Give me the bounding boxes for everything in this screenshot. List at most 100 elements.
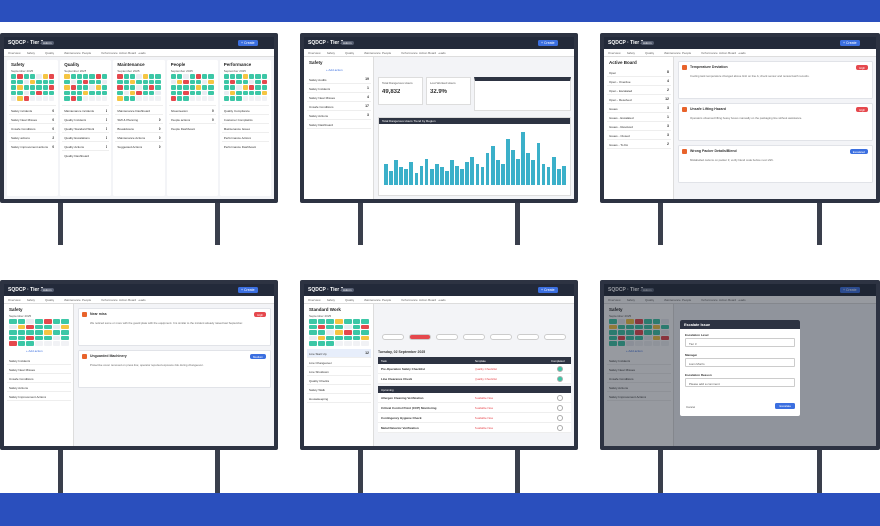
nav-tab[interactable]: Performance bbox=[700, 298, 718, 302]
sidebar-item[interactable]: Unsafe Conditions 17 bbox=[307, 102, 371, 111]
field-input[interactable]: Liam Morris bbox=[685, 358, 795, 367]
escalate-button[interactable]: Escalate bbox=[775, 403, 795, 409]
nav-tab[interactable]: Leads bbox=[437, 51, 446, 55]
create-button[interactable]: + Create bbox=[538, 287, 558, 293]
nav-tab[interactable]: Maintenance bbox=[63, 298, 81, 302]
nav-tab[interactable]: Action Board bbox=[719, 298, 737, 302]
sidebar-item[interactable]: Safety Improvement Actions bbox=[7, 392, 71, 401]
nav-tab[interactable]: Leads bbox=[437, 298, 446, 302]
list-item[interactable]: Suggested Actions 0 bbox=[115, 141, 163, 150]
completion-toggle[interactable] bbox=[557, 366, 563, 372]
sidebar-item[interactable]: Safety Dashboard bbox=[307, 120, 371, 129]
nav-tab[interactable]: Safety bbox=[26, 298, 36, 302]
list-item[interactable]: Safety incidents 0 bbox=[9, 105, 57, 114]
sidebar-item[interactable]: Safety Actions bbox=[7, 383, 71, 392]
sidebar-item[interactable]: Unsafe Conditions bbox=[7, 374, 71, 383]
completion-toggle[interactable] bbox=[557, 405, 563, 411]
nav-tab[interactable]: Overview bbox=[8, 298, 21, 302]
sidebar-item[interactable]: Safety Audits 19 bbox=[307, 75, 371, 84]
field-input[interactable]: Please add a comment bbox=[685, 378, 795, 387]
issue-card[interactable]: Unsafe Lifting Hazard Operators observed … bbox=[678, 103, 873, 141]
nav-tab[interactable]: Quality bbox=[645, 51, 655, 55]
task-row[interactable]: Metal Detector Verification Available Now bbox=[378, 423, 571, 433]
nav-tab[interactable]: Safety bbox=[326, 51, 336, 55]
nav-tab[interactable]: Leads bbox=[137, 298, 146, 302]
nav-tab[interactable]: Overview bbox=[608, 298, 621, 302]
create-button[interactable]: + Create bbox=[238, 40, 258, 46]
add-action-link[interactable]: + Add action bbox=[626, 349, 643, 353]
list-item[interactable]: Safety Near Misses 0 bbox=[9, 114, 57, 123]
nav-tab[interactable]: Maintenance bbox=[663, 298, 681, 302]
nav-tab[interactable]: Performance bbox=[100, 51, 118, 55]
task-row[interactable]: Pre-Operation Safety Checklist Quality Ch… bbox=[378, 364, 571, 374]
list-item[interactable]: Quality Actions 0 bbox=[62, 141, 110, 150]
nav-tab[interactable]: Safety bbox=[626, 298, 636, 302]
completion-toggle[interactable] bbox=[557, 415, 563, 421]
task-row[interactable]: Allergen Cleaning Verification Available … bbox=[378, 393, 571, 403]
nav-tab[interactable]: Leads bbox=[137, 51, 146, 55]
sidebar-item[interactable]: Line Changeover bbox=[307, 358, 371, 367]
sidebar-item[interactable]: Open 8 bbox=[607, 68, 671, 77]
issue-card[interactable]: Wrong Packer Details/Blend Mislabelled ca… bbox=[678, 145, 873, 183]
sidebar-item[interactable]: Safety Incidents bbox=[607, 356, 671, 365]
create-button[interactable]: + Create bbox=[840, 287, 860, 293]
nav-tab[interactable]: Safety bbox=[26, 51, 36, 55]
list-item[interactable]: SMI & Planning 0 bbox=[115, 114, 163, 123]
list-item[interactable]: Maintenance incidents 1 bbox=[62, 105, 110, 114]
completion-toggle[interactable] bbox=[557, 376, 563, 382]
list-item[interactable]: Absenteeism 0 bbox=[168, 105, 216, 114]
task-row[interactable]: Contingency Hygiene Check Available Now bbox=[378, 413, 571, 423]
list-item[interactable]: Unsafe Conditions 0 bbox=[9, 123, 57, 132]
nav-tab[interactable]: People bbox=[382, 298, 392, 302]
sidebar-item[interactable]: Issues - Resolved 3 bbox=[607, 122, 671, 131]
nav-tab[interactable]: Performance bbox=[100, 298, 118, 302]
completion-toggle[interactable] bbox=[557, 395, 563, 401]
nav-tab[interactable]: Overview bbox=[308, 298, 321, 302]
sidebar-item[interactable]: Safety Incidents bbox=[7, 356, 71, 365]
sidebar-item[interactable]: Open - Resolved 12 bbox=[607, 95, 671, 104]
nav-tab[interactable]: Quality bbox=[45, 51, 55, 55]
nav-tab[interactable]: People bbox=[682, 51, 692, 55]
nav-tab[interactable]: Performance bbox=[400, 298, 418, 302]
task-row[interactable]: Critical Control Point (CCP) Monitoring A… bbox=[378, 403, 571, 413]
list-item[interactable]: Quality Dashboard bbox=[62, 150, 110, 159]
nav-tab[interactable]: People bbox=[82, 298, 92, 302]
sidebar-item[interactable]: Issues 3 bbox=[607, 104, 671, 113]
nav-tab[interactable]: Overview bbox=[308, 51, 321, 55]
list-item[interactable]: Quality Incidents 0 bbox=[62, 114, 110, 123]
sidebar-item[interactable]: Safety Walk bbox=[307, 385, 371, 394]
sidebar-item[interactable]: Quality Checks bbox=[307, 376, 371, 385]
issue-card[interactable]: Near miss We noticed some or more with th… bbox=[78, 308, 271, 346]
nav-tab[interactable]: Maintenance bbox=[363, 298, 381, 302]
list-item[interactable]: Customer Complaints bbox=[221, 114, 269, 123]
field-input[interactable]: Tier 3 bbox=[685, 338, 795, 347]
nav-tab[interactable]: Overview bbox=[608, 51, 621, 55]
add-action-link[interactable]: + Add action bbox=[326, 68, 343, 72]
nav-tab[interactable]: Quality bbox=[645, 298, 655, 302]
sidebar-item[interactable]: Open - Escalated 2 bbox=[607, 86, 671, 95]
sidebar-item[interactable]: Housekeeping bbox=[307, 394, 371, 403]
nav-tab[interactable]: Quality bbox=[345, 298, 355, 302]
create-button[interactable]: + Create bbox=[840, 40, 860, 46]
list-item[interactable]: People actions 0 bbox=[168, 114, 216, 123]
sidebar-item[interactable]: Safety Actions bbox=[607, 383, 671, 392]
nav-tab[interactable]: Maintenance bbox=[363, 51, 381, 55]
sidebar-item[interactable]: Safety Incidents 1 bbox=[307, 84, 371, 93]
list-item[interactable]: People Dashboard bbox=[168, 123, 216, 132]
task-row[interactable]: Line Clearance Check Quality Checklist bbox=[378, 374, 571, 384]
list-item[interactable]: Maintenance Actions 0 bbox=[115, 132, 163, 141]
list-item[interactable]: Performance Actions bbox=[221, 132, 269, 141]
list-item[interactable]: Performance Dashboard bbox=[221, 141, 269, 150]
sidebar-item[interactable]: Safety Actions 3 bbox=[307, 111, 371, 120]
nav-tab[interactable]: Action Board bbox=[419, 51, 437, 55]
nav-tab[interactable]: Action Board bbox=[119, 51, 137, 55]
cancel-button[interactable]: Cancel bbox=[686, 405, 696, 409]
sidebar-item[interactable]: Safety Near Misses bbox=[7, 365, 71, 374]
sidebar-item[interactable]: Issues - Closed 3 bbox=[607, 131, 671, 140]
nav-tab[interactable]: Maintenance bbox=[63, 51, 81, 55]
nav-tab[interactable]: Quality bbox=[45, 298, 55, 302]
list-item[interactable]: Quality Standard Work 0 bbox=[62, 123, 110, 132]
completion-toggle[interactable] bbox=[557, 425, 563, 431]
nav-tab[interactable]: Quality bbox=[345, 51, 355, 55]
nav-tab[interactable]: Action Board bbox=[119, 298, 137, 302]
